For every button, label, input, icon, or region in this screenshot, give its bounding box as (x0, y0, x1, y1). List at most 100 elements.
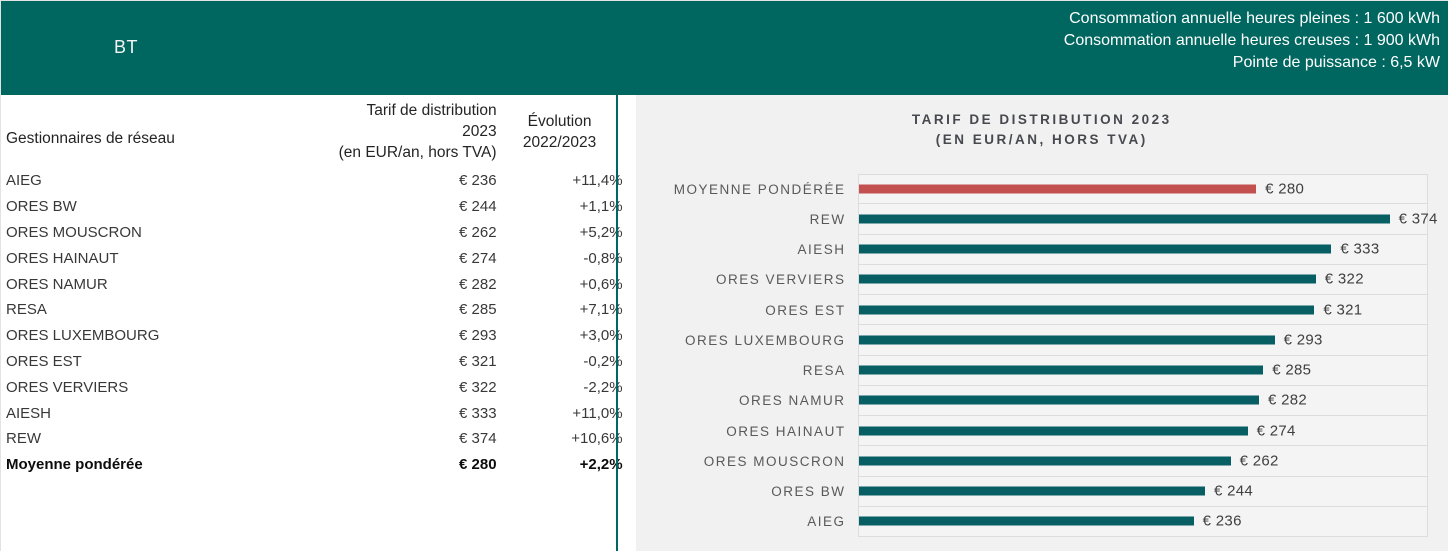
category-label: ORES MOUSCRON (703, 453, 846, 469)
chart-subtitle: (EN EUR/AN, HORS TVA) (935, 132, 1148, 147)
table-cell-evolution: +11,4% (572, 172, 623, 190)
table-cell-evolution: +5,2% (579, 223, 623, 241)
chart-row: ORES HAINAUT € 274 (636, 416, 1448, 447)
panel-divider (616, 95, 618, 551)
bar (858, 365, 1264, 375)
table-row: ORES BW € 244 +1,1% (6, 194, 636, 220)
table-cell-name: ORES VERVIERS (6, 378, 129, 396)
table-cell-evolution: -2,2% (583, 378, 623, 396)
table-row: ORES NAMUR € 282 +0,6% (6, 271, 636, 297)
table-row: RESA € 285 +7,1% (6, 297, 636, 323)
bar (858, 335, 1275, 345)
chart-row: ORES EST € 321 (636, 295, 1448, 326)
table-cell-tarif: € 293 (459, 327, 497, 345)
category-label: MOYENNE PONDÉRÉE (673, 181, 846, 197)
bar (858, 426, 1248, 436)
bar-track: € 274 (857, 416, 1428, 447)
category-label: ORES EST (765, 302, 846, 318)
table-body: AIEG € 236 +11,4% ORES BW € 244 +1,1% ORES MOU… (6, 168, 636, 478)
table-row: ORES VERVIERS € 322 -2,2% (6, 374, 636, 400)
bar (858, 456, 1231, 466)
table-cell-name: AIESH (6, 404, 52, 422)
table-cell-tarif: € 282 (459, 275, 497, 293)
category-label: AIEG (807, 514, 846, 530)
info-line-pointe-puissance: Pointe de puissance : 6,5 kW (1232, 54, 1440, 71)
column-header-tarif: Tarif de distribution 2023 (en EUR/an, h… (338, 102, 497, 161)
table-cell-tarif: € 244 (459, 198, 497, 216)
table-cell-name: ORES MOUSCRON (6, 223, 142, 241)
chart-row: AIESH € 333 (636, 234, 1448, 265)
bar-value-label: € 282 (1268, 391, 1308, 409)
bar (858, 395, 1259, 405)
table-cell-tarif: € 322 (459, 378, 497, 396)
bar-track: € 322 (857, 264, 1428, 295)
table-cell-name: ORES NAMUR (6, 275, 108, 293)
bar-value-label: € 244 (1214, 482, 1254, 500)
bar (858, 486, 1206, 496)
table-cell-tarif: € 285 (459, 301, 497, 319)
bar-highlight (858, 184, 1257, 194)
bar-track: € 282 (857, 385, 1428, 416)
bar-value-label: € 274 (1256, 422, 1296, 440)
bar-track: € 244 (857, 476, 1428, 507)
bar-value-label: € 321 (1323, 301, 1363, 319)
chart-row: MOYENNE PONDÉRÉE € 280 (636, 174, 1448, 205)
chart-row: ORES NAMUR € 282 (636, 385, 1448, 416)
table-cell-name: RESA (6, 301, 47, 319)
table-row: ORES HAINAUT € 274 -0,8% (6, 245, 636, 271)
chart-row: ORES LUXEMBOURG € 293 (636, 325, 1448, 356)
bar-value-label: € 280 (1265, 180, 1305, 198)
bar-value-label: € 262 (1239, 452, 1279, 470)
table-cell-name: ORES LUXEMBOURG (6, 327, 160, 345)
category-label: AIESH (797, 242, 846, 258)
chart-rows: MOYENNE PONDÉRÉE € 280 REW € 374 AIESH € 333 O… (636, 174, 1448, 537)
bar-value-label: € 333 (1340, 240, 1380, 258)
table-cell-tarif: € 236 (459, 172, 497, 190)
consumption-info: Consommation annuelle heures pleines : 1… (1064, 1, 1448, 95)
column-header-evolution: Évolution 2022/2023 (522, 112, 597, 151)
table-cell-name: AIEG (6, 172, 42, 190)
table-cell-name: Moyenne pondérée (6, 456, 143, 474)
tariff-table: Gestionnaires de réseau Tarif de distrib… (1, 95, 636, 551)
table-row: ORES LUXEMBOURG € 293 +3,0% (6, 323, 636, 349)
bar-value-label: € 285 (1272, 361, 1312, 379)
table-cell-evolution: +1,1% (579, 198, 623, 216)
bar (858, 305, 1315, 315)
table-cell-name: ORES EST (6, 352, 82, 370)
table-row: AIESH € 333 +11,0% (6, 400, 636, 426)
bar-value-label: € 322 (1324, 270, 1364, 288)
bar-value-label: € 374 (1398, 210, 1438, 228)
table-row: AIEG € 236 +11,4% (6, 168, 636, 194)
bar-track: € 262 (857, 446, 1428, 477)
table-cell-tarif: € 262 (459, 223, 497, 241)
bar (858, 274, 1316, 284)
category-label: ORES HAINAUT (726, 423, 846, 439)
table-cell-evolution: +7,1% (579, 301, 623, 319)
bar-track: € 321 (857, 295, 1428, 326)
table-cell-evolution: +11,0% (572, 404, 623, 422)
chart-row: ORES BW € 244 (636, 476, 1448, 507)
table-cell-evolution: +0,6% (579, 275, 623, 293)
category-label: ORES NAMUR (739, 393, 846, 409)
category-label: RESA (802, 363, 846, 379)
table-cell-evolution: +10,6% (571, 430, 623, 448)
table-cell-tarif: € 280 (459, 456, 497, 474)
bar-track: € 293 (857, 325, 1428, 356)
bar-value-label: € 293 (1283, 331, 1323, 349)
category-label: ORES VERVIERS (716, 272, 846, 288)
table-row: REW € 374 +10,6% (6, 426, 636, 452)
table-cell-evolution: -0,2% (583, 352, 623, 370)
info-line-heures-pleines: Consommation annuelle heures pleines : 1… (1069, 10, 1440, 27)
chart-title: TARIF DE DISTRIBUTION 2023 (911, 112, 1172, 127)
bar-track: € 333 (857, 234, 1428, 265)
table-cell-evolution: +3,0% (579, 327, 623, 345)
table-cell-tarif: € 374 (459, 430, 497, 448)
bar-track: € 280 (857, 174, 1428, 205)
chart-title-block: TARIF DE DISTRIBUTION 2023 (EN EUR/AN, H… (636, 110, 1448, 150)
bar-track: € 236 (857, 506, 1428, 537)
table-cell-name: REW (6, 430, 41, 448)
bar (858, 244, 1332, 254)
table-header-row: Gestionnaires de réseau Tarif de distrib… (6, 95, 636, 168)
column-header-gestionnaires: Gestionnaires de réseau (6, 129, 175, 147)
